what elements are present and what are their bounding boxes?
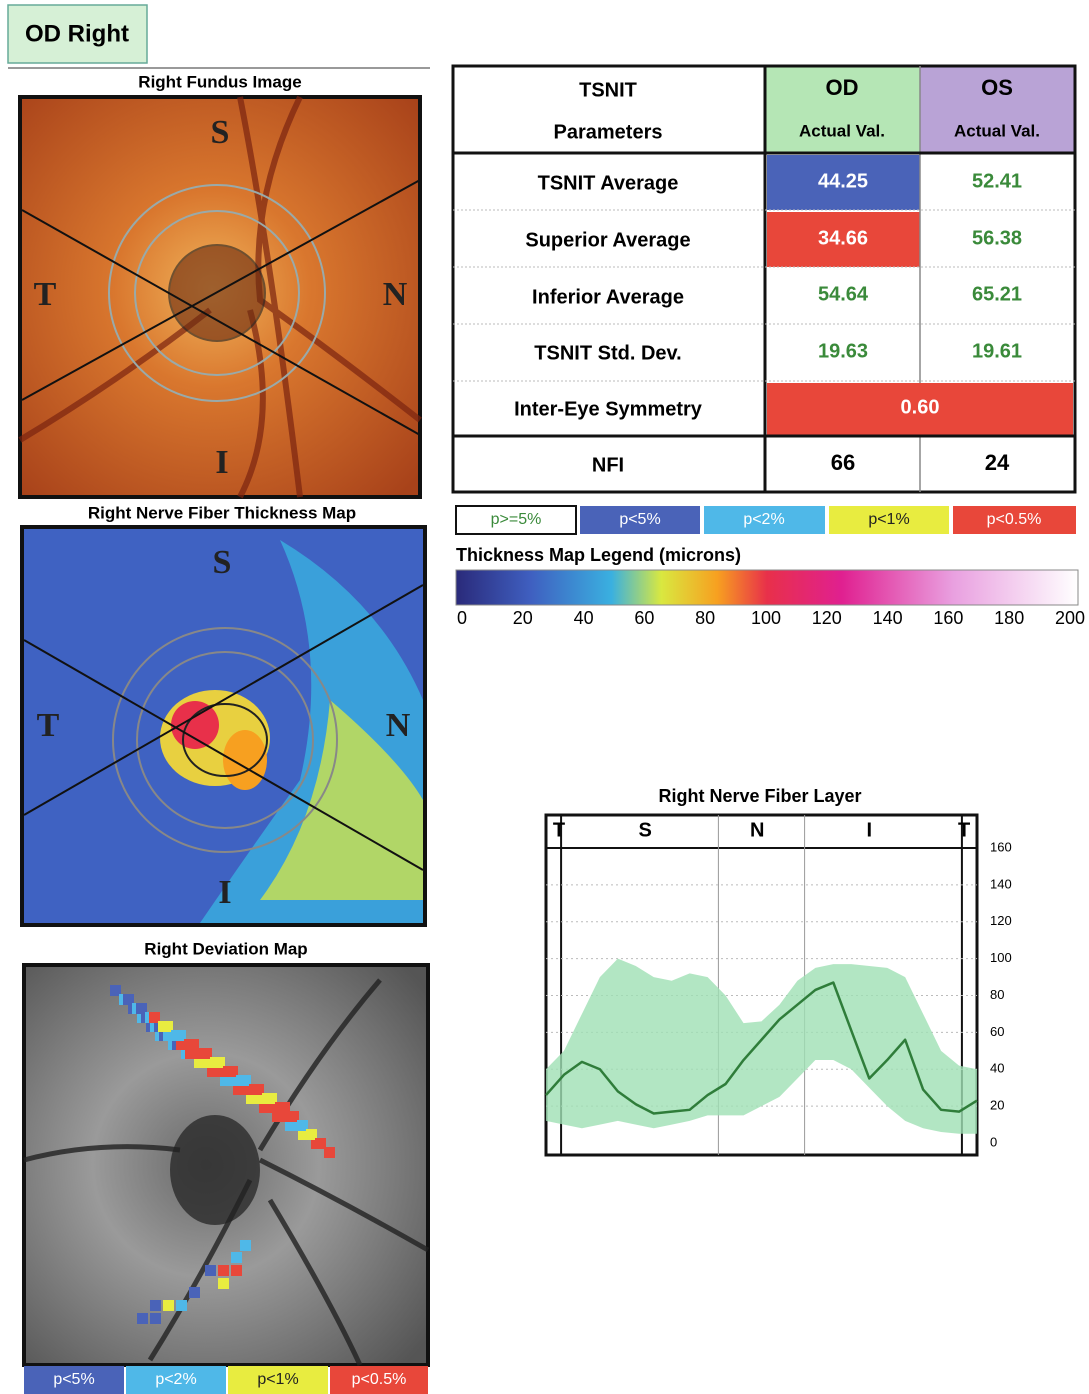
panel-title: Right Nerve Fiber Thickness Map [88,503,356,522]
sector-label: S [211,114,230,151]
legend-title: Thickness Map Legend (microns) [456,545,741,565]
os-value: 24 [985,450,1010,475]
scale-ticks: 0 20 40 60 80 100 120 140 160 180 200 [457,608,1085,628]
deviation-cell [150,1300,161,1311]
sector-label: N [386,707,411,744]
scale-tick-label: 60 [634,608,654,628]
scale-tick-label: 40 [574,608,594,628]
od-value: 19.63 [818,340,868,362]
legend-label: p<5% [53,1371,94,1388]
scale-tick-label: 20 [513,608,533,628]
significance-legend: p>=5% p<5% p<2% p<1% p<0.5% [456,506,1076,534]
scale-tick-label: 140 [873,608,903,628]
row-label: Inter-Eye Symmetry [514,398,703,420]
legend-label: p<2% [155,1371,196,1388]
sector-label: T [37,707,60,744]
od-value: 44.25 [818,170,868,192]
report: OD Right Right Fundus Image S T N I Righ… [0,0,1089,1394]
deviation-image [24,965,428,1365]
y-tick-label: 100 [990,950,1012,965]
y-tick-label: 160 [990,839,1012,854]
y-tick-label: 0 [990,1134,997,1149]
os-value: 19.61 [972,340,1022,362]
deviation-cell [150,1313,161,1324]
scale-tick-label: 80 [695,608,715,628]
scale-tick-label: 180 [994,608,1024,628]
legend-label: p<1% [868,511,909,528]
table-header: Parameters [554,121,663,143]
os-value: 52.41 [972,170,1022,192]
legend-label: p<5% [619,511,660,528]
row-label: TSNIT Std. Dev. [534,342,681,364]
symmetry-value: 0.60 [901,396,940,418]
section-label: S [638,819,651,841]
y-tick-label: 80 [990,987,1004,1002]
y-tick-label: 140 [990,876,1012,891]
thickness-image: S T N I [22,527,425,925]
deviation-cell [189,1287,200,1298]
scale-tick-label: 160 [933,608,963,628]
panel-title: Right Deviation Map [144,939,307,958]
panel-title: Right Fundus Image [138,72,301,91]
sector-label: I [218,874,231,911]
deviation-cell [218,1265,229,1276]
table-header: OD [826,75,859,100]
tsnit-table: TSNIT Parameters OD Actual Val. OS Actua… [453,66,1075,492]
color-scale [456,570,1078,605]
os-value: 56.38 [972,227,1022,249]
chart-title: Right Nerve Fiber Layer [658,786,861,806]
y-tick-label: 20 [990,1098,1004,1113]
legend-label: p<0.5% [352,1371,407,1388]
sector-label: I [215,444,228,481]
table-header: OS [981,75,1013,100]
y-tick-label: 120 [990,913,1012,928]
legend-label: p<2% [743,511,784,528]
deviation-cell [324,1147,335,1158]
deviation-cell [240,1240,251,1251]
deviation-legend: p<5% p<2% p<1% p<0.5% [24,1366,428,1394]
deviation-cell [137,1313,148,1324]
fundus-image: S T N I [20,97,420,497]
row-label: Superior Average [525,229,690,251]
chart: Right Nerve Fiber Layer T S N I T 0 20 40 60 80 10… [546,786,1012,1155]
deviation-cell [218,1278,229,1289]
sector-label: S [213,544,232,581]
section-label: I [866,819,872,841]
row-label: TSNIT Average [538,172,679,194]
scale-tick-label: 100 [751,608,781,628]
os-value: 65.21 [972,283,1022,305]
deviation-cell [163,1300,174,1311]
scale-tick-label: 120 [812,608,842,628]
table-header: Actual Val. [954,121,1040,140]
legend-label: p<1% [257,1371,298,1388]
header-title: OD Right [25,20,129,47]
legend-label: p<0.5% [987,511,1042,528]
sector-label: N [383,276,408,313]
table-header: TSNIT [579,79,637,101]
sector-label: T [34,276,57,313]
od-value: 54.64 [818,283,869,305]
y-tick-label: 40 [990,1061,1004,1076]
scale-tick-label: 0 [457,608,467,628]
section-label: T [553,819,565,841]
table-header: Actual Val. [799,121,885,140]
section-label: N [750,819,764,841]
od-value: 34.66 [818,227,868,249]
deviation-cell [231,1252,242,1263]
scale-tick-label: 200 [1055,608,1085,628]
deviation-cell [176,1300,187,1311]
row-label: NFI [592,454,624,476]
deviation-cell [231,1265,242,1276]
row-label: Inferior Average [532,286,684,308]
y-tick-label: 60 [990,1024,1004,1039]
deviation-cell [205,1265,216,1276]
legend-label: p>=5% [491,511,542,528]
section-label: T [958,819,970,841]
od-value: 66 [831,450,855,475]
